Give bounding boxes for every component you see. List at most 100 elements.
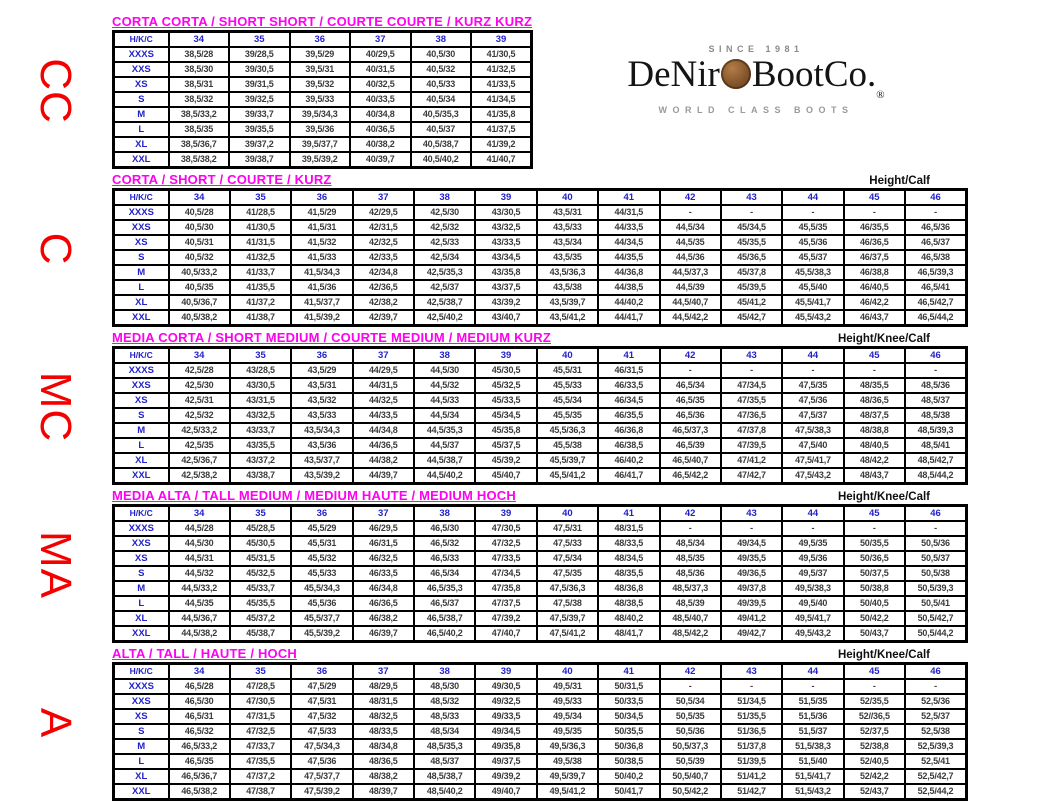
header-row: H/K/C 34 35 36 37 38 39 40 41 42 43 44 45 46 — [112, 504, 968, 522]
measurement-cell: 43,5/33 — [535, 219, 600, 236]
measurement-cell: 40,5/34 — [409, 91, 472, 108]
measurement-cell: 47/37,8 — [719, 422, 784, 439]
column-header-cell: 43 — [719, 504, 784, 522]
measurement-cell: 49,5/34 — [535, 708, 600, 725]
measurement-cell: 48,5/42,2 — [658, 625, 722, 643]
measurement-cell: 38,5/36,7 — [167, 136, 230, 153]
logo-brand-prefix: DeNir — [627, 54, 720, 95]
measurement-cell: 43,5/37,7 — [290, 452, 354, 469]
measurement-cell: 40,5/30 — [409, 46, 472, 63]
measurement-cell: 45,5/32 — [290, 550, 354, 567]
measurement-cell: 42,5/32 — [167, 407, 231, 424]
measurement-cell: 47,5/32 — [290, 708, 354, 725]
corner-header-cell: H/K/C — [112, 504, 170, 522]
measurement-cell: 42,5/40,2 — [412, 309, 477, 327]
registered-trademark-symbol: ® — [876, 89, 885, 101]
measurement-cell: 39/28,5 — [228, 46, 291, 63]
column-header-cell: 42 — [658, 346, 722, 364]
measurement-cell: 50/42,2 — [842, 610, 907, 627]
measurement-cell: 50/33,5 — [597, 693, 661, 710]
measurement-cell: 43,5/36,3 — [535, 264, 600, 281]
measurement-cell: 46,5/33,2 — [167, 738, 231, 755]
size-row-label: XXXS — [112, 362, 170, 379]
measurement-cell: 39/32,5 — [228, 91, 291, 108]
measurement-cell: 49,5/43,2 — [781, 625, 845, 643]
measurement-cell: 46/39,7 — [351, 625, 416, 643]
measurement-cell: 45/31,5 — [228, 550, 293, 567]
measurement-cell: 48,5/42,7 — [904, 452, 968, 469]
measurement-cell: 45,5/39,7 — [535, 452, 600, 469]
measurement-cell: - — [904, 362, 968, 379]
measurement-cell: 41,5/34,3 — [290, 264, 354, 281]
measurement-cell: 48/31,5 — [351, 693, 416, 710]
measurement-cell: 45/42,7 — [719, 309, 784, 327]
measurement-cell: 40/38,2 — [349, 136, 412, 153]
measurement-cell: 48,5/40,2 — [412, 783, 477, 801]
size-row-label: L — [112, 279, 170, 296]
measurement-cell: 46,5/35 — [167, 753, 231, 770]
measurement-cell: 49,5/35 — [535, 723, 600, 740]
measurement-cell: 46/38,8 — [842, 264, 907, 281]
measurement-cell: 48/36,8 — [597, 580, 661, 597]
measurement-cell: 46/33,5 — [351, 565, 416, 582]
size-row-label: XL — [112, 610, 170, 627]
table-title: MEDIA CORTA / SHORT MEDIUM / COURTE MEDI… — [112, 330, 551, 345]
measurement-cell: 46/41,7 — [597, 467, 661, 485]
measurement-cell: 39,5/34,3 — [288, 106, 351, 123]
measurement-cell: 40,5/35 — [167, 279, 231, 296]
logo-brand-suffix: BootCo. — [751, 54, 877, 95]
column-header-cell: 45 — [842, 346, 907, 364]
measurement-cell: 45/34,5 — [474, 407, 538, 424]
measurement-cell: 49,5/40 — [781, 595, 845, 612]
table-row: XL 38,5/36,7 39/37,2 39,5/37,7 40/38,2 40,5/3… — [112, 136, 533, 153]
measurement-cell: 45/37,8 — [719, 264, 784, 281]
table-row: XXXS 40,5/28 41/28,5 41,5/29 42/29,5 42,5/30 4… — [112, 204, 968, 221]
measurement-cell: 49/30,5 — [474, 678, 538, 695]
side-label-cc: CC — [31, 57, 80, 124]
measurement-cell: 47/41,2 — [719, 452, 784, 469]
measurement-cell: 43/32,5 — [474, 219, 538, 236]
size-row-label: XXL — [112, 309, 170, 327]
measurement-cell: 45,5/33 — [290, 565, 354, 582]
measurement-cell: 48,5/35,3 — [412, 738, 477, 755]
measurement-cell: 44,5/40,7 — [658, 294, 722, 311]
column-header-cell: 45 — [842, 188, 907, 206]
measurement-cell: 39,5/33 — [288, 91, 351, 108]
measurement-cell: 39,5/29 — [288, 46, 351, 63]
measurement-cell: 50/40,2 — [597, 768, 661, 785]
size-row-label: S — [112, 565, 170, 582]
measurement-cell: 40,5/36,7 — [167, 294, 231, 311]
table-title: CORTA / SHORT / COURTE / KURZ — [112, 172, 332, 187]
measurement-cell: 51,5/41,7 — [781, 768, 845, 785]
measurement-cell: 45,5/34,3 — [290, 580, 354, 597]
measurement-cell: 44,5/38,7 — [412, 452, 477, 469]
measurement-cell: 40,5/35,3 — [409, 106, 472, 123]
measurement-cell: 44/32,5 — [351, 392, 416, 409]
measurement-cell: - — [781, 362, 845, 379]
measurement-cell: - — [904, 520, 968, 537]
measurement-cell: 51/42,7 — [719, 783, 784, 801]
column-header-cell: 34 — [167, 662, 231, 680]
measurement-cell: 47,5/37,7 — [290, 768, 354, 785]
size-row-label: XXXS — [112, 678, 170, 695]
column-header-cell: 35 — [228, 662, 293, 680]
measurement-cell: 51/34,5 — [719, 693, 784, 710]
size-row-label: M — [112, 106, 170, 123]
size-row-label: XXL — [112, 625, 170, 643]
size-row-label: XS — [112, 392, 170, 409]
measurement-cell: 40/36,5 — [349, 121, 412, 138]
measurement-cell: - — [904, 678, 968, 695]
measurement-cell: - — [842, 204, 907, 221]
height-legend: Height/Knee/Calf — [837, 491, 930, 503]
measurement-cell: 43/30,5 — [228, 377, 293, 394]
size-row-label: XXL — [112, 151, 170, 169]
measurement-cell: 38,5/35 — [167, 121, 230, 138]
size-row-label: XXL — [112, 467, 170, 485]
size-row-label: L — [112, 753, 170, 770]
measurement-cell: 44,5/37 — [412, 437, 477, 454]
measurement-cell: 42,5/35 — [167, 437, 231, 454]
measurement-cell: 44,5/36,7 — [167, 610, 231, 627]
measurement-cell: 44,5/30 — [412, 362, 477, 379]
measurement-cell: 40,5/31 — [167, 234, 231, 251]
measurement-cell: 45/34,5 — [719, 219, 784, 236]
